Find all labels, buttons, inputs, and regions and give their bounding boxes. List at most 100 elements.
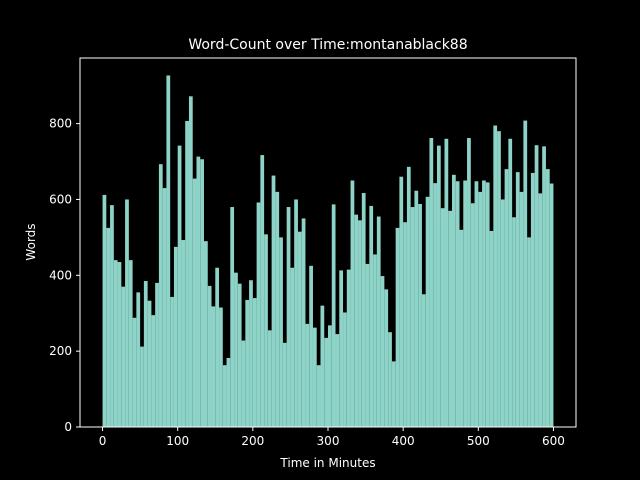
x-tick-label: 200 [241, 434, 264, 448]
bar [478, 191, 483, 427]
bar [282, 342, 287, 427]
bar [234, 272, 238, 427]
bar [470, 203, 475, 427]
bar [395, 227, 400, 427]
bar [241, 340, 246, 427]
bar [271, 175, 276, 427]
bar [542, 146, 546, 427]
bar [188, 96, 193, 427]
bar [294, 199, 298, 427]
bar [339, 270, 344, 427]
bar [545, 169, 550, 427]
bar [204, 241, 208, 427]
bar [335, 334, 340, 427]
bar [249, 280, 253, 427]
bar [365, 263, 370, 427]
bar [102, 194, 107, 427]
bar [538, 193, 543, 427]
bar [215, 267, 220, 427]
bar [384, 289, 389, 427]
bar [376, 216, 381, 427]
bar [403, 222, 407, 427]
bar [140, 346, 144, 427]
bar [196, 156, 201, 427]
bar [147, 300, 152, 427]
bar [237, 283, 242, 427]
bar [181, 240, 186, 427]
bar [211, 306, 216, 427]
bar [463, 180, 468, 427]
bar [136, 292, 141, 427]
bar [459, 229, 464, 427]
bar [256, 202, 261, 427]
bar [354, 214, 359, 427]
x-tick-label: 600 [542, 434, 565, 448]
bar [433, 183, 437, 427]
y-tick-label: 800 [49, 117, 72, 131]
bar [106, 227, 111, 427]
bar [312, 327, 317, 427]
bar [331, 204, 336, 427]
bar [260, 155, 265, 427]
bar [500, 199, 505, 427]
bar [200, 159, 204, 427]
bar [421, 294, 426, 427]
bar [489, 230, 494, 427]
bar [452, 174, 456, 427]
bar [388, 332, 392, 427]
bar [482, 180, 486, 427]
bar [305, 323, 310, 427]
x-tick-label: 500 [467, 434, 490, 448]
bar [297, 231, 302, 427]
bar [158, 164, 163, 427]
bar [527, 237, 531, 427]
bar [320, 305, 325, 427]
chart-title: Word-Count over Time:montanablack88 [188, 37, 467, 53]
bar [519, 191, 524, 427]
bar [350, 180, 355, 427]
bar [226, 357, 231, 427]
x-tick-label: 300 [317, 434, 340, 448]
y-tick-label: 200 [49, 344, 72, 358]
bar [467, 138, 471, 427]
bar [512, 217, 516, 427]
y-tick-label: 0 [64, 420, 72, 434]
bar [515, 172, 520, 427]
bar [361, 193, 366, 427]
bar [155, 282, 159, 427]
bar [132, 317, 137, 427]
bar [245, 299, 250, 427]
bar [267, 330, 272, 427]
bar [290, 267, 295, 427]
bar [549, 183, 554, 427]
bar [485, 182, 490, 427]
bar [309, 265, 313, 427]
bar [497, 131, 501, 427]
bar [508, 138, 513, 427]
bar [410, 207, 415, 427]
bar [286, 207, 291, 427]
bar [192, 178, 197, 427]
bar [414, 190, 419, 427]
bar [448, 210, 452, 427]
bar [113, 260, 118, 427]
bar [343, 312, 347, 427]
y-axis-label: Words [24, 223, 38, 260]
bar [523, 120, 528, 427]
y-tick-label: 400 [49, 268, 72, 282]
bar [406, 166, 411, 427]
bar [425, 196, 430, 427]
bar [440, 208, 445, 427]
bar [534, 145, 539, 427]
bar [530, 172, 535, 427]
bar [125, 199, 129, 427]
x-tick-label: 100 [166, 434, 189, 448]
bar [279, 237, 283, 427]
bar [346, 269, 351, 427]
bar [391, 361, 396, 427]
bar [399, 176, 404, 427]
bar [117, 262, 122, 427]
bar [121, 286, 126, 427]
bar [474, 181, 479, 427]
